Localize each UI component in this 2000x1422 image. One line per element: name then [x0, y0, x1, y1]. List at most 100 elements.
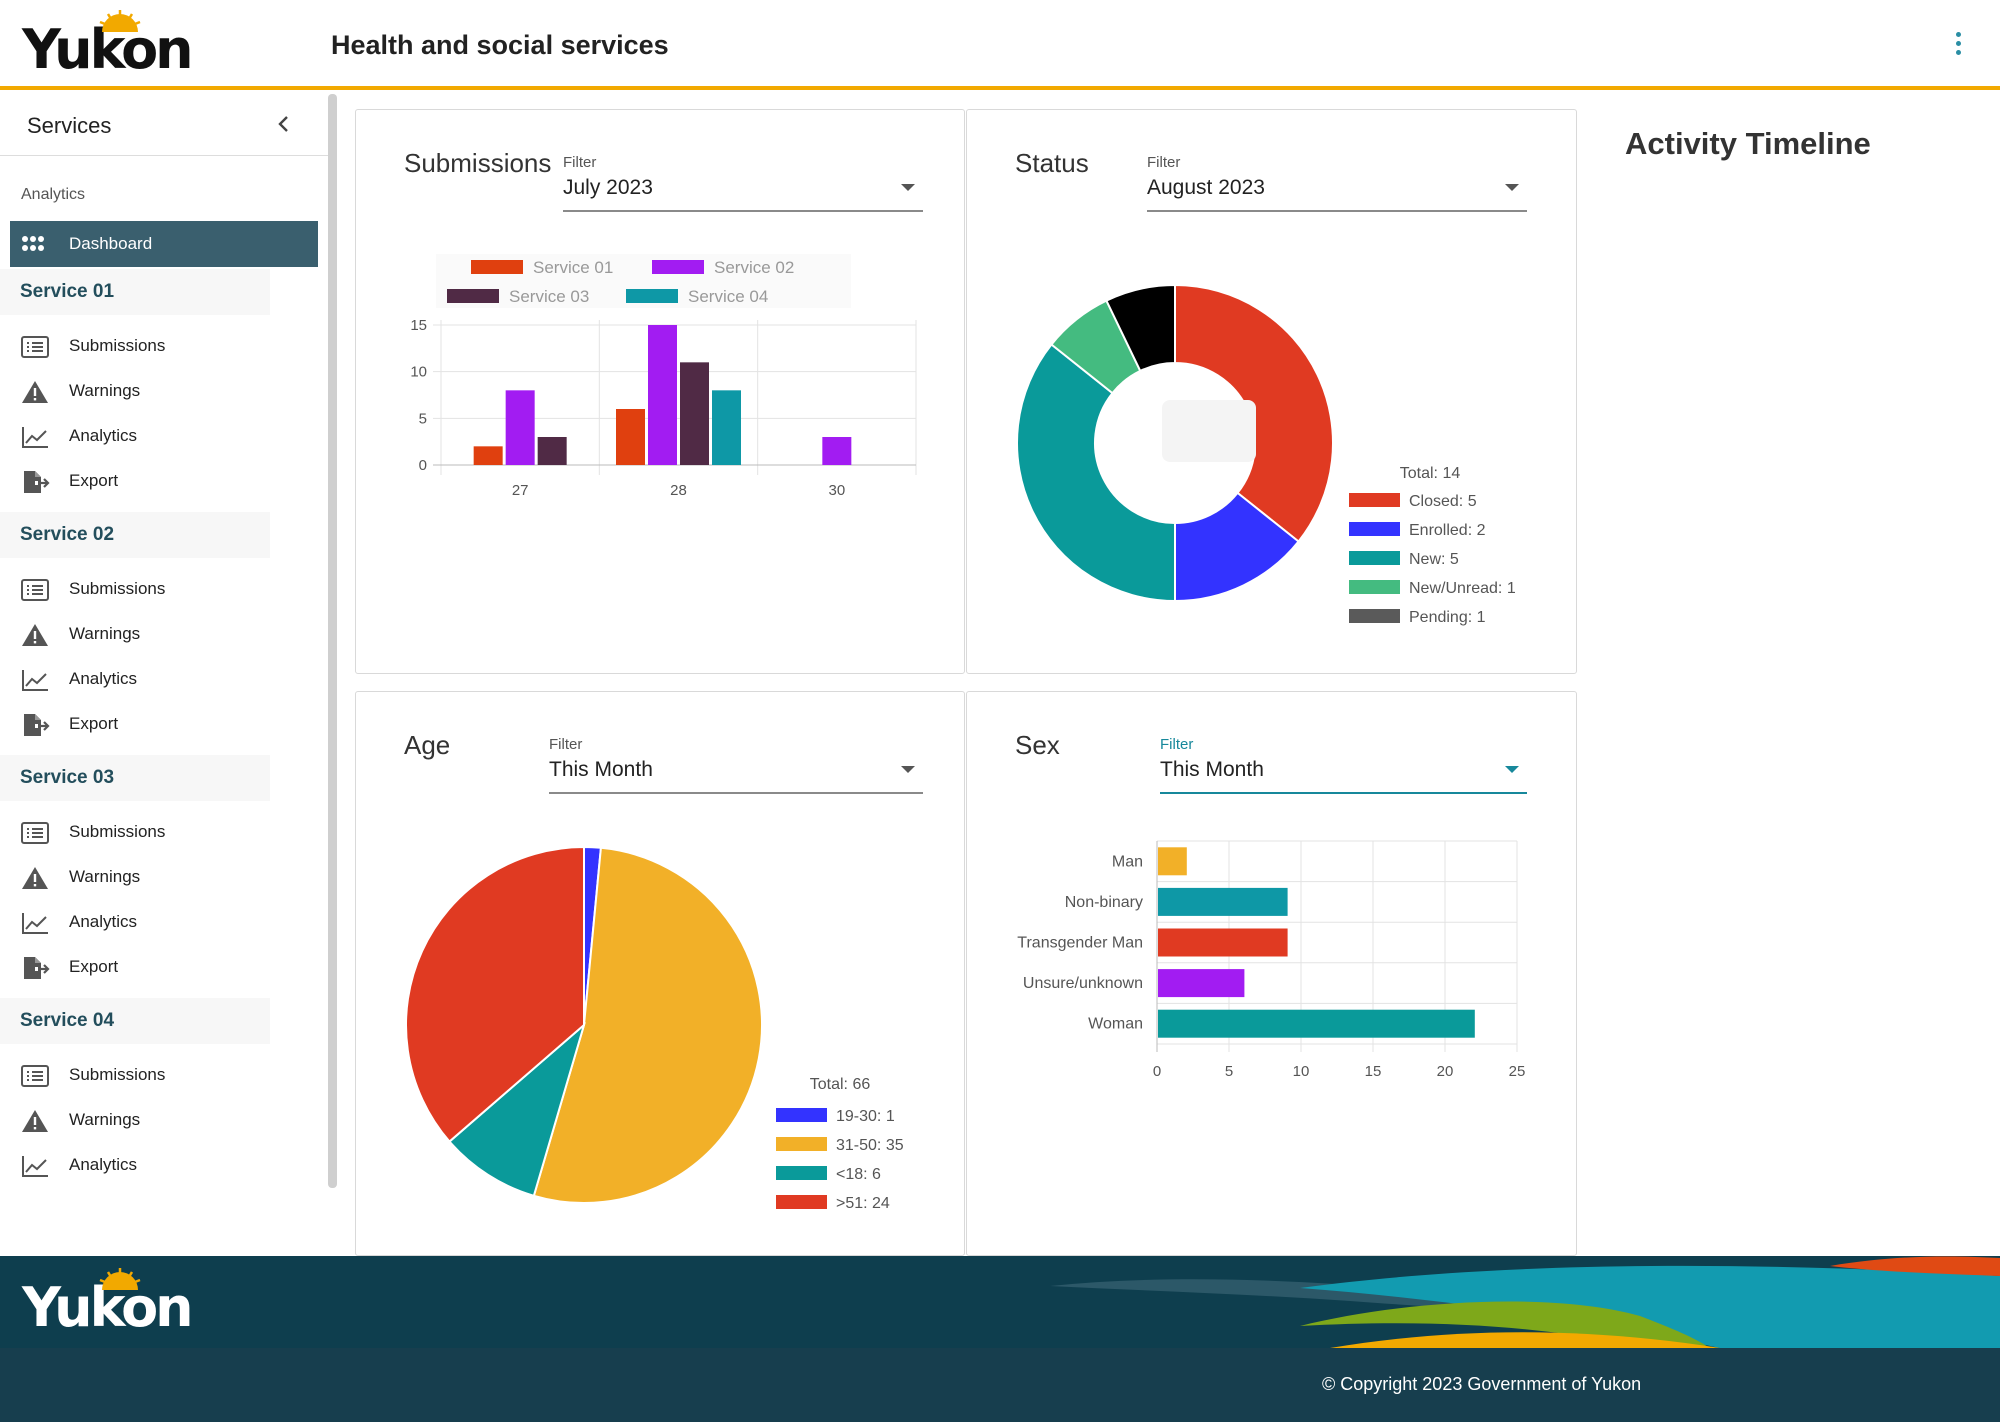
card-title: Submissions	[404, 148, 552, 178]
sidebar-item-analytics[interactable]: Analytics	[0, 659, 320, 699]
export-icon	[24, 471, 50, 493]
submissions-bar-chart: Service 01 Service 02 Service 03 Service 04…	[410, 254, 917, 499]
bar	[616, 409, 645, 465]
x-tick-label: 15	[1365, 1063, 1382, 1080]
sidebar-item-label: Submissions	[69, 1065, 166, 1084]
sidebar-item-label: Analytics	[69, 1155, 138, 1174]
bar	[648, 325, 677, 465]
sidebar-group-service-01[interactable]: Service 01	[0, 269, 270, 315]
export-icon	[24, 957, 50, 979]
pie-slice	[448, 1022, 586, 1198]
filter-label: Filter	[549, 736, 583, 753]
filter-value: July 2023	[563, 176, 653, 199]
sidebar-item-warnings[interactable]: Warnings	[0, 1100, 320, 1140]
yukon-logo[interactable]: Yukon	[22, 10, 194, 81]
decorative-waves	[1050, 1256, 2000, 1348]
y-tick-label: Man	[1112, 853, 1143, 870]
legend-label: New: 5	[1409, 551, 1459, 568]
legend-label: 19-30: 1	[836, 1108, 895, 1125]
x-tick-label: 10	[1293, 1063, 1310, 1080]
warning-icon	[22, 624, 48, 646]
bar	[1158, 969, 1245, 998]
line-chart-icon	[22, 913, 48, 934]
filter-label: Filter	[1147, 154, 1181, 171]
sidebar-item-submissions[interactable]: Submissions	[0, 326, 320, 366]
sidebar-item-analytics[interactable]: Analytics	[0, 1145, 320, 1185]
bar	[1158, 847, 1187, 876]
kebab-menu-icon[interactable]	[1952, 32, 1964, 60]
legend-label: Service 04	[688, 287, 768, 306]
y-tick-label: Non-binary	[1065, 894, 1143, 911]
sidebar-item-warnings[interactable]: Warnings	[0, 857, 320, 897]
sidebar-item-label: Analytics	[69, 669, 138, 688]
chevron-left-icon[interactable]	[272, 112, 296, 136]
line-chart-icon	[22, 1156, 48, 1177]
legend-swatch	[776, 1166, 827, 1180]
line-chart-icon	[22, 670, 48, 691]
sidebar-item-export[interactable]: Export	[0, 947, 320, 987]
sidebar-group-service-04[interactable]: Service 04	[0, 998, 270, 1044]
status-card: Status Filter August 2023 Total: 14 Close…	[966, 109, 1577, 674]
sidebar-item-submissions[interactable]: Submissions	[0, 812, 320, 852]
sidebar-item-warnings[interactable]: Warnings	[0, 371, 320, 411]
total-label: Total: 14	[1400, 465, 1461, 482]
warning-icon	[22, 381, 48, 403]
sidebar-item-label: Export	[69, 957, 119, 976]
sidebar-item-export[interactable]: Export	[0, 461, 320, 501]
legend-swatch	[776, 1137, 827, 1151]
footer-yukon-logo[interactable]: Yukon	[22, 1268, 194, 1339]
sidebar-item-label: Warnings	[69, 867, 141, 886]
sidebar-group-service-02[interactable]: Service 02	[0, 512, 270, 558]
bar	[822, 437, 852, 465]
sidebar-item-submissions[interactable]: Submissions	[0, 1055, 320, 1095]
legend-swatch	[1349, 580, 1400, 594]
sidebar-item-label: Export	[69, 714, 119, 733]
footer-banner: Yukon	[0, 1256, 2000, 1348]
legend-label: >51: 24	[836, 1195, 890, 1212]
sidebar-item-dashboard[interactable]: Dashboard	[10, 221, 318, 267]
legend-label: Service 01	[533, 258, 613, 277]
sidebar-item-submissions[interactable]: Submissions	[0, 569, 320, 609]
legend-label: Enrolled: 2	[1409, 522, 1486, 539]
legend-label: 31-50: 35	[836, 1137, 904, 1154]
submissions-filter-select[interactable]: Filter July 2023	[563, 154, 923, 212]
caret-down-icon	[1505, 184, 1519, 191]
age-card: Age Filter This Month Total: 66 19-30: 1 3…	[355, 691, 965, 1256]
sidebar-scrollbar[interactable]	[328, 94, 337, 1188]
y-tick-label: 5	[419, 410, 427, 427]
sidebar-header: Services	[0, 94, 328, 156]
status-filter-select[interactable]: Filter August 2023	[1147, 154, 1527, 212]
warning-icon	[22, 867, 48, 889]
sex-filter-select[interactable]: Filter This Month	[1160, 736, 1527, 794]
card-title: Status	[1015, 148, 1089, 178]
sex-card: Sex Filter This Month 0 5 10 15 20 25 Man Non-b…	[966, 691, 1577, 1256]
sidebar-group-service-03[interactable]: Service 03	[0, 755, 270, 801]
x-tick-label: 20	[1437, 1063, 1454, 1080]
sidebar-item-export[interactable]: Export	[0, 704, 320, 744]
sun-icon	[99, 10, 141, 32]
export-icon	[24, 714, 50, 736]
pie-slice	[405, 845, 585, 1143]
x-tick-label: 5	[1225, 1063, 1233, 1080]
sidebar-item-label: Warnings	[69, 381, 141, 400]
legend-label: Pending: 1	[1409, 609, 1486, 626]
age-filter-select[interactable]: Filter This Month	[549, 736, 923, 794]
donut-slice	[1105, 283, 1176, 373]
bar	[1158, 928, 1288, 957]
legend-label: Service 02	[714, 258, 794, 277]
legend-swatch	[652, 260, 704, 274]
legend-swatch	[1349, 609, 1400, 623]
page-title: Health and social services	[331, 30, 669, 60]
submissions-card: Submissions Filter July 2023 Service 01 S…	[355, 109, 965, 674]
legend-swatch	[471, 260, 523, 274]
sidebar-title: Services	[27, 113, 112, 138]
sidebar-item-warnings[interactable]: Warnings	[0, 614, 320, 654]
sidebar-item-analytics[interactable]: Analytics	[0, 416, 320, 456]
y-tick-label: 10	[410, 364, 427, 381]
donut-slice	[1016, 343, 1176, 603]
legend-label: Service 03	[509, 287, 589, 306]
status-donut-chart: Total: 14 Closed: 5 Enrolled: 2 New: 5 New/U…	[1016, 283, 1516, 626]
sidebar-item-label: Submissions	[69, 579, 166, 598]
caret-down-icon	[1505, 766, 1519, 773]
sidebar-item-analytics[interactable]: Analytics	[0, 902, 320, 942]
